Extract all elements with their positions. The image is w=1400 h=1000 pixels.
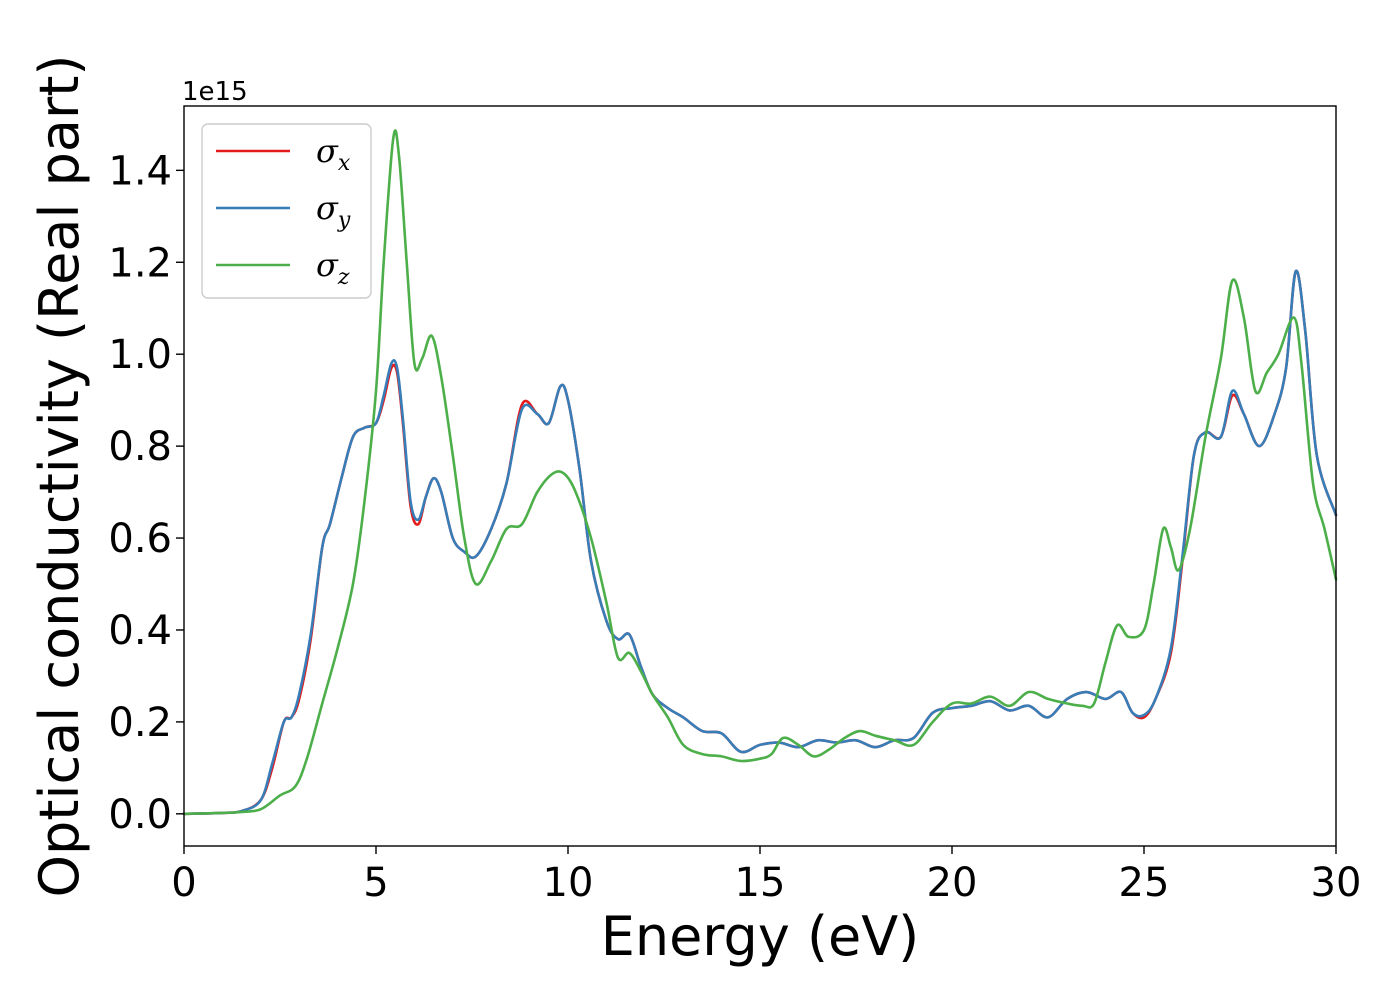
x-tick-label: 0 [171,860,196,906]
y-tick-label: 0.2 [108,700,172,746]
y-tick-label: 0.0 [108,792,172,838]
legend-label-y: σy [316,189,351,233]
plot-background [184,106,1336,846]
series-layer [182,129,1338,816]
x-tick-label: 10 [543,860,594,906]
legend: σx σy σz [201,123,372,299]
x-tick-label: 5 [363,860,388,906]
y-tick-label: 0.8 [108,424,172,470]
y-tick-label: 1.0 [108,332,172,378]
y-tick-label: 0.6 [108,516,172,562]
series-line-z [182,129,1338,816]
x-axis-title: Energy (eV) [601,905,920,968]
series-line-y [182,269,1338,816]
x-tick-label: 20 [927,860,978,906]
y-tick-label: 1.2 [108,240,172,286]
y-tick-label: 1.4 [108,148,172,194]
x-axis: 0 5 10 15 20 25 30 [171,846,1361,906]
legend-label-x: σx [316,132,351,176]
x-tick-label: 30 [1311,860,1362,906]
x-tick-label: 25 [1119,860,1170,906]
y-axis-title: Optical conductivity (Real part) [28,55,91,898]
y-axis: 0.0 0.2 0.4 0.6 0.8 1.0 1.2 1.4 [108,148,184,838]
legend-frame [201,123,372,299]
y-tick-label: 0.4 [108,608,172,654]
legend-label-z: σz [316,246,350,290]
x-tick-label: 15 [735,860,786,906]
y-offset-label: 1e15 [182,77,248,107]
